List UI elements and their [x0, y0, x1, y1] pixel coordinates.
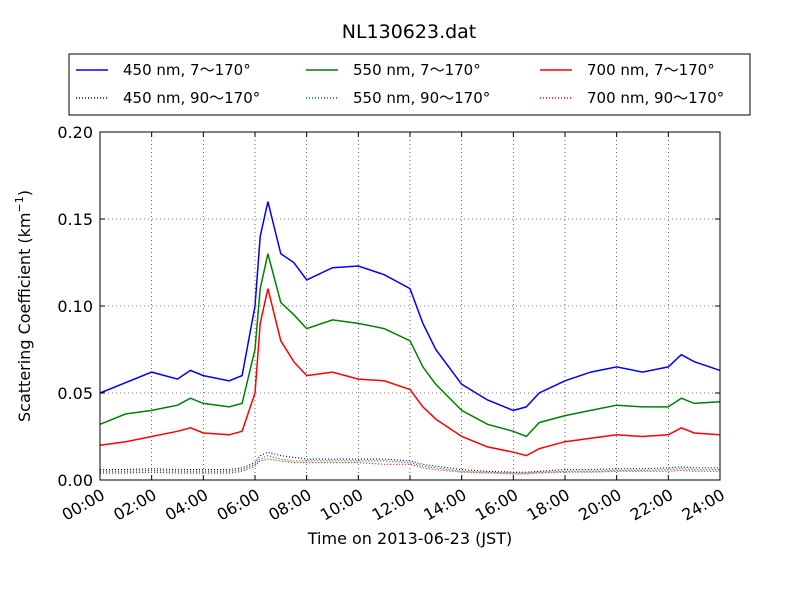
- x-tick-label: 14:00: [420, 485, 469, 525]
- series-line-1: [99, 253, 721, 438]
- series-line-3: [100, 451, 720, 473]
- x-tick-label: 04:00: [162, 485, 211, 525]
- y-axis-label-close: ): [15, 190, 34, 196]
- y-axis-label-exponent: −1: [13, 196, 26, 212]
- series-line-4: [100, 454, 720, 474]
- gridlines: [100, 132, 720, 480]
- x-tick-label: 10:00: [317, 485, 366, 525]
- series-line-2: [99, 288, 721, 457]
- legend-frame: [68, 53, 751, 116]
- y-tick-label: 0.05: [57, 384, 93, 403]
- legend-label-4: 550 nm, 90～170°: [353, 89, 490, 107]
- x-tick-label: 06:00: [214, 485, 263, 525]
- x-tick-label: 12:00: [369, 485, 418, 525]
- x-tick-label: 08:00: [265, 485, 314, 525]
- axis-ticks: 00:00 02:00 04:00 06:00 08:00 10:00 12:00 14:00…: [57, 123, 728, 525]
- legend-label-3: 450 nm, 90～170°: [123, 89, 260, 107]
- legend-label-1: 550 nm, 7～170°: [353, 61, 481, 79]
- series-line-5: [100, 458, 720, 475]
- x-axis-label: Time on 2013-06-23 (JST): [307, 529, 512, 548]
- series-line-0: [99, 201, 721, 412]
- legend-label-2: 700 nm, 7～170°: [587, 61, 715, 79]
- y-axis-label-main: Scattering Coefficient (km: [15, 212, 34, 422]
- legend-label-0: 450 nm, 7～170°: [123, 61, 251, 79]
- x-tick-label: 02:00: [110, 485, 159, 525]
- y-tick-label: 0.10: [57, 297, 93, 316]
- x-tick-label: 20:00: [575, 485, 624, 525]
- series-layer: [99, 201, 721, 475]
- y-tick-label: 0.20: [57, 123, 93, 142]
- legend-label-5: 700 nm, 90～170°: [587, 89, 724, 107]
- x-tick-label: 16:00: [472, 485, 521, 525]
- x-tick-label: 00:00: [59, 485, 108, 525]
- chart-title: NL130623.dat: [342, 21, 477, 43]
- y-tick-label: 0.15: [57, 210, 93, 229]
- y-tick-label: 0.00: [57, 471, 93, 490]
- x-tick-label: 24:00: [679, 485, 728, 525]
- x-tick-label: 18:00: [524, 485, 573, 525]
- y-axis-label: Scattering Coefficient (km−1): [13, 190, 34, 422]
- x-tick-label: 22:00: [627, 485, 676, 525]
- legend: 450 nm, 7～170° 550 nm, 7～170° 700 nm, 7～17…: [68, 53, 751, 116]
